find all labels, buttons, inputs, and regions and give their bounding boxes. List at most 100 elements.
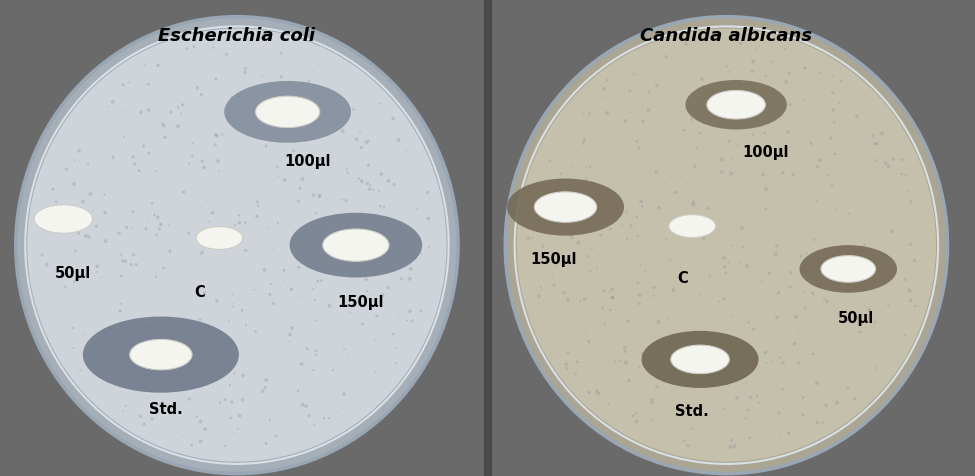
Point (754, 278, 769, 285)
Point (98, 209, 113, 217)
Point (742, 434, 758, 442)
Point (781, 69, 797, 77)
Point (89, 268, 104, 276)
Point (638, 267, 653, 275)
Point (137, 323, 153, 330)
Point (826, 107, 841, 114)
Circle shape (671, 345, 729, 374)
Point (217, 396, 233, 404)
Point (646, 292, 662, 300)
Point (141, 218, 157, 226)
Point (758, 348, 773, 356)
Point (884, 264, 900, 271)
Point (907, 257, 922, 264)
Point (67, 157, 83, 164)
Point (226, 429, 242, 436)
Point (138, 225, 154, 232)
Point (694, 74, 710, 82)
Point (83, 190, 98, 198)
Point (778, 78, 794, 86)
Point (603, 288, 618, 296)
Point (714, 156, 729, 163)
Point (614, 222, 630, 230)
Point (337, 246, 353, 253)
Point (814, 221, 830, 228)
Point (91, 362, 106, 369)
Point (113, 272, 129, 280)
Point (619, 208, 635, 216)
Point (793, 252, 808, 260)
Point (758, 440, 773, 447)
Point (745, 68, 760, 75)
Point (826, 106, 841, 113)
Point (154, 119, 170, 127)
Point (98, 238, 113, 245)
Point (576, 295, 592, 303)
Point (700, 218, 716, 226)
Point (642, 89, 657, 96)
Point (798, 64, 813, 71)
Point (632, 363, 647, 371)
Point (112, 307, 128, 315)
Point (224, 94, 240, 101)
Point (299, 345, 315, 353)
Point (279, 423, 294, 430)
Point (618, 358, 634, 366)
Point (777, 218, 793, 226)
Point (679, 40, 694, 48)
Point (875, 130, 890, 138)
Point (105, 98, 121, 106)
Point (118, 258, 134, 265)
Point (632, 161, 647, 169)
Point (126, 208, 141, 215)
Point (66, 278, 82, 286)
Point (410, 205, 425, 212)
Point (632, 291, 647, 298)
Point (294, 401, 310, 408)
Point (902, 287, 917, 295)
Point (758, 205, 773, 213)
Point (651, 204, 667, 212)
Point (816, 295, 832, 303)
Point (311, 278, 327, 285)
Point (91, 338, 106, 346)
Point (112, 372, 128, 380)
Point (792, 329, 807, 337)
Point (199, 198, 214, 205)
Point (595, 93, 610, 100)
Point (370, 312, 385, 320)
Point (192, 418, 208, 426)
Point (311, 128, 327, 135)
Point (231, 211, 247, 219)
Point (730, 141, 746, 149)
Point (649, 357, 665, 364)
Point (250, 212, 265, 220)
Point (597, 320, 612, 328)
Circle shape (534, 192, 597, 222)
Point (584, 244, 600, 252)
Point (359, 288, 374, 295)
Point (852, 328, 868, 336)
Circle shape (196, 227, 243, 249)
Point (726, 443, 742, 450)
Point (677, 407, 692, 414)
Point (340, 169, 356, 177)
Point (770, 289, 786, 297)
Point (148, 231, 164, 239)
Point (814, 369, 830, 377)
Point (717, 254, 732, 262)
Point (826, 243, 841, 251)
Point (588, 220, 604, 228)
Circle shape (255, 96, 320, 128)
Point (125, 225, 140, 232)
Point (421, 243, 437, 251)
Point (596, 85, 611, 92)
Point (868, 318, 883, 326)
Point (298, 403, 314, 410)
Point (880, 162, 896, 170)
Point (66, 180, 82, 188)
Point (309, 317, 325, 324)
Point (85, 207, 100, 214)
Point (210, 157, 225, 165)
Point (757, 129, 772, 137)
